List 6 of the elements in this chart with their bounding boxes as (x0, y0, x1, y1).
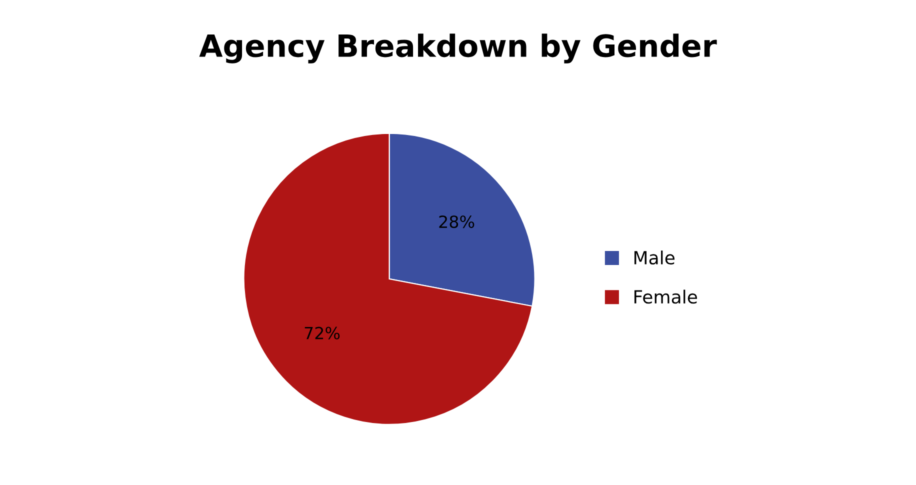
chart-title: Agency Breakdown by Gender (199, 34, 717, 64)
legend-label: Male (634, 250, 675, 265)
data-label: 28% (439, 215, 474, 228)
pie-slice (243, 132, 533, 425)
legend-label: Female (634, 290, 698, 304)
data-label: 72% (304, 326, 340, 340)
